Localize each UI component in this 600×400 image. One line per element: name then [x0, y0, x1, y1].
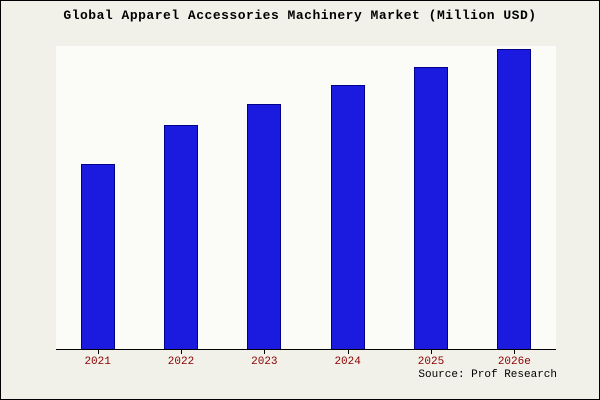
bar-2025	[414, 67, 448, 349]
x-tick-label-2021: 2021	[84, 356, 111, 368]
bar-2022	[164, 125, 198, 349]
x-tick	[97, 350, 99, 354]
bar-2023	[247, 104, 282, 349]
x-tick	[264, 350, 266, 354]
bar-2024	[330, 85, 365, 349]
source-credit: Source: Prof Research	[418, 369, 557, 381]
x-tick-label-2024: 2024	[334, 356, 361, 368]
x-tick-label-2026e: 2026e	[497, 356, 531, 368]
x-tick	[431, 350, 432, 354]
chart-title: Global Apparel Accessories Machinery Mar…	[63, 8, 537, 23]
x-tick	[181, 350, 182, 354]
x-tick	[514, 350, 516, 354]
x-tick-label-2025: 2025	[417, 356, 445, 368]
bar-2021	[80, 164, 115, 349]
x-tick-label-2022: 2022	[167, 356, 195, 368]
bar-2026e	[497, 49, 532, 349]
x-tick	[347, 350, 349, 354]
plot-area	[56, 46, 556, 350]
x-tick-label-2023: 2023	[251, 356, 278, 368]
